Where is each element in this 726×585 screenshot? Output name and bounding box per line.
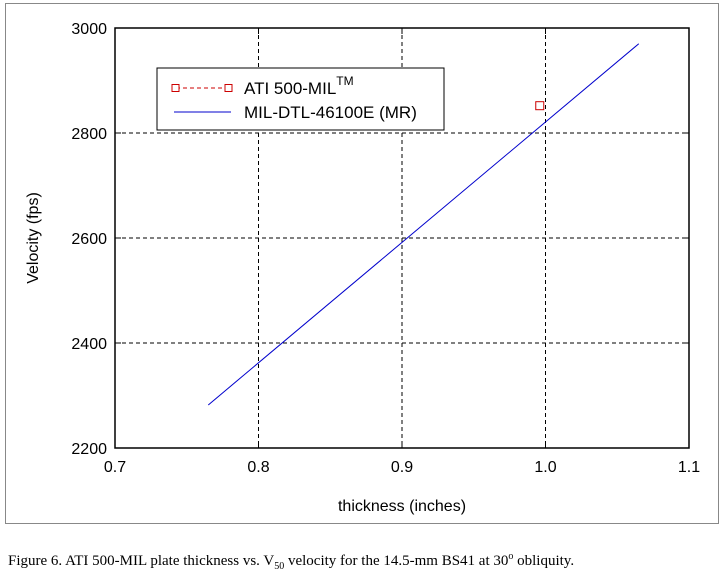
series [207, 43, 640, 406]
x-tick-label: 0.7 [104, 459, 126, 476]
y-tick-label: 2400 [71, 336, 107, 353]
series-line-mil-dtl-46100e [207, 43, 640, 406]
y-tick-label: 2600 [71, 231, 107, 248]
y-tick-label: 2800 [71, 126, 107, 143]
x-tick-label: 1.1 [678, 459, 700, 476]
y-tick-label: 3000 [71, 21, 107, 38]
x-tick-label: 0.8 [247, 459, 269, 476]
legend-label-mil: MIL-DTL-46100E (MR) [244, 103, 417, 122]
y-axis-label: Velocity (fps) [25, 192, 42, 284]
x-axis-label: thickness (inches) [338, 498, 466, 515]
legend-label-ati: ATI 500-MILTM [244, 74, 354, 98]
grid [115, 28, 689, 448]
x-tick-label: 1.0 [534, 459, 556, 476]
legend: ATI 500-MILTM MIL-DTL-46100E (MR) [156, 67, 445, 131]
figure-frame [5, 3, 719, 524]
legend-box [156, 67, 445, 131]
data-point-ati-500-mil [535, 101, 545, 111]
legend-marker-right [224, 84, 233, 92]
figure-caption: Figure 6. ATI 500-MIL plate thickness vs… [8, 551, 575, 572]
legend-marker-left [171, 84, 180, 92]
y-tick-label: 2200 [71, 441, 107, 458]
chart: 0.7 0.8 0.9 1.0 1.1 2200 2400 2600 2800 3000 ATI … [25, 21, 700, 515]
ticks: 0.7 0.8 0.9 1.0 1.1 2200 2400 2600 2800 3000 [71, 21, 700, 476]
x-tick-label: 0.9 [391, 459, 413, 476]
